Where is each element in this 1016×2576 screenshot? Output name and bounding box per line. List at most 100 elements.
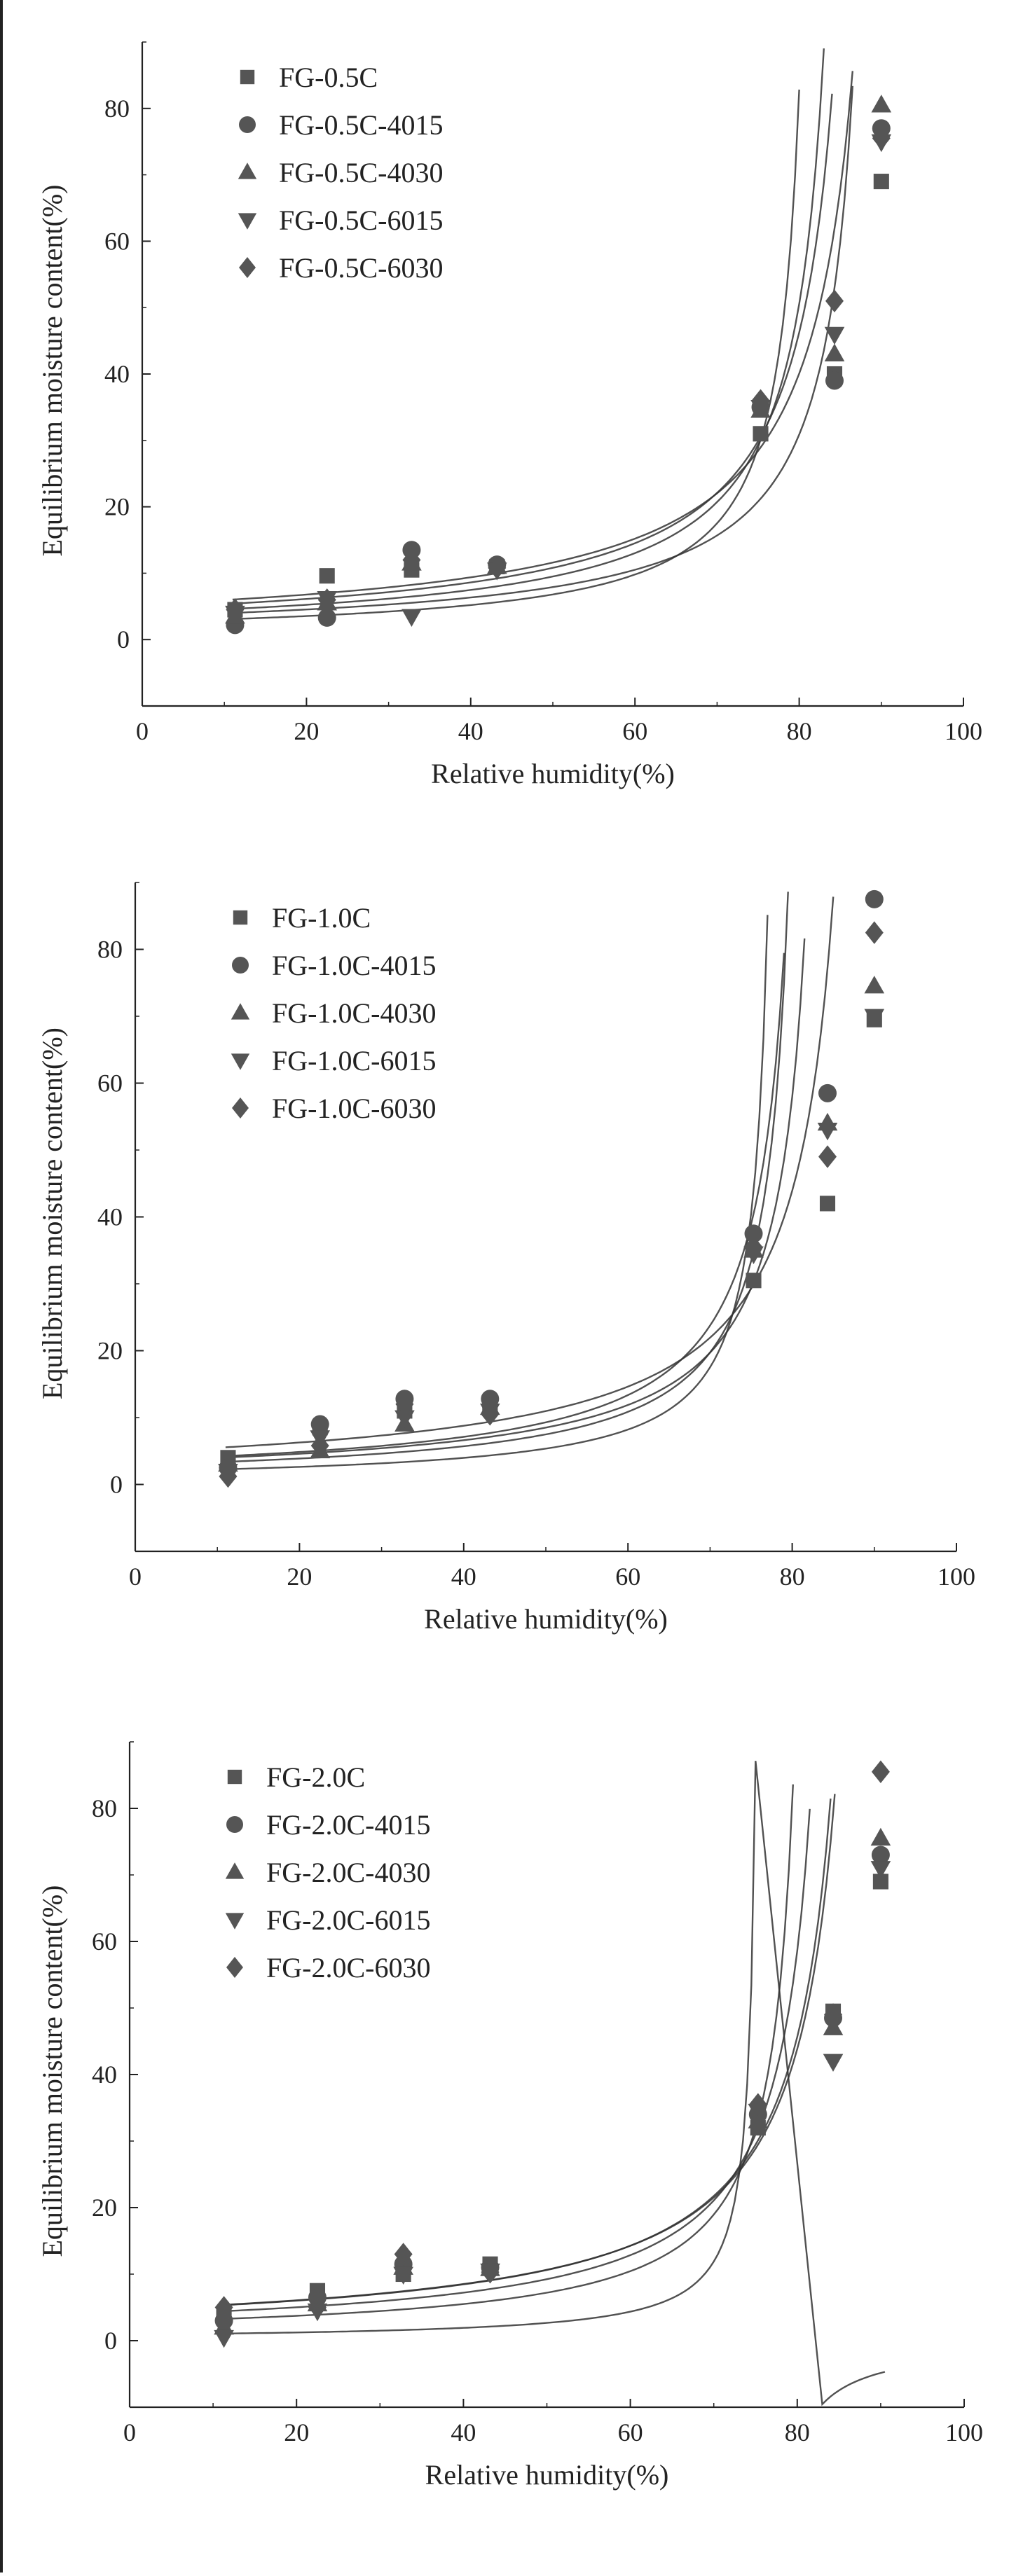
y-tick-label: 20: [104, 493, 130, 521]
y-tick-label: 60: [92, 1927, 117, 1955]
legend-label: FG-0.5C-6015: [279, 205, 443, 236]
x-tick-label: 40: [451, 1563, 476, 1591]
data-point-diamond: [310, 1434, 329, 1457]
data-point-diamond: [744, 1235, 763, 1259]
x-axis-title: Relative humidity(%): [431, 758, 675, 789]
data-point-diamond: [872, 127, 891, 150]
x-tick-label: 20: [294, 717, 319, 745]
legend-marker-square: [227, 1769, 242, 1785]
legend-label: FG-0.5C: [279, 62, 378, 93]
data-point-circle: [317, 608, 336, 627]
data-point-square: [873, 174, 889, 190]
data-point-circle: [871, 1846, 890, 1864]
data-point-triangle-up: [870, 1827, 891, 1846]
data-point-diamond: [481, 1402, 500, 1426]
x-tick-label: 60: [618, 2418, 643, 2446]
chart-panel-1: 0 20 40 60 80 100 0 20 40 60 80 Relative humidity(%…: [36, 41, 982, 789]
data-point-triangle-down: [823, 2054, 844, 2072]
data-point-diamond: [481, 2260, 500, 2284]
legend-marker-triangle-down: [231, 1053, 250, 1070]
legend-label: FG-0.5C-4015: [279, 109, 443, 141]
x-tick-label: 100: [938, 1563, 975, 1591]
data-point-diamond: [824, 2003, 843, 2026]
data-point-diamond: [402, 548, 421, 572]
x-tick-label: 40: [451, 2418, 476, 2446]
data-point-diamond: [488, 556, 507, 580]
legend-marker-diamond: [226, 1957, 243, 1978]
y-tick-label: 60: [104, 227, 130, 255]
data-point-diamond: [751, 389, 770, 413]
data-point-diamond: [308, 2296, 327, 2319]
x-tick-label: 80: [785, 2418, 810, 2446]
legend-marker-circle: [226, 1816, 243, 1833]
data-point-circle: [825, 371, 844, 390]
data-point-square: [872, 1874, 888, 1890]
data-point-triangle-down: [824, 326, 845, 345]
data-point-diamond: [871, 1760, 890, 1783]
x-tick-label: 40: [458, 717, 483, 745]
legend-label: FG-1.0C: [272, 902, 371, 934]
data-point-triangle-down: [864, 1009, 885, 1027]
data-point-diamond: [748, 2093, 767, 2116]
data-point-circle: [744, 1224, 763, 1243]
data-point-square: [746, 1273, 762, 1289]
data-point-diamond: [214, 2296, 233, 2319]
y-tick-label: 60: [97, 1069, 123, 1097]
y-tick-label: 20: [92, 2194, 117, 2222]
y-tick-label: 40: [97, 1203, 123, 1231]
data-point-diamond: [818, 1145, 837, 1168]
legend-label: FG-2.0C-6030: [266, 1952, 430, 1983]
data-point-triangle-up: [823, 2017, 844, 2035]
legend-marker-triangle-up: [238, 162, 257, 179]
legend-marker-diamond: [232, 1097, 249, 1119]
data-point-circle: [310, 1415, 329, 1434]
data-point-diamond: [395, 1392, 414, 1416]
fit-curve-4: [221, 1761, 886, 2407]
y-tick-label: 80: [97, 936, 123, 964]
y-tick-label: 80: [104, 95, 130, 123]
x-tick-label: 60: [622, 717, 647, 745]
data-point-triangle-down: [817, 1122, 838, 1141]
x-tick-label: 80: [780, 1563, 805, 1591]
data-point-diamond: [317, 588, 336, 611]
legend-label: FG-1.0C-6030: [272, 1093, 436, 1124]
y-tick-label: 0: [117, 625, 130, 653]
y-axis-title: Equilibrium moisture content(%): [36, 185, 68, 557]
data-point-triangle-down: [401, 609, 422, 627]
data-point-triangle-down: [214, 2329, 234, 2348]
fit-curve-4: [232, 85, 853, 614]
y-axis-title: Equilibrium moisture content(%): [36, 1027, 68, 1399]
legend-marker-square: [233, 910, 248, 925]
legend-marker-triangle-up: [225, 1862, 245, 1879]
legend-label: FG-1.0C-6015: [272, 1045, 436, 1076]
data-point-triangle-down: [870, 1861, 891, 1879]
data-point-diamond: [394, 2243, 413, 2266]
chart-panel-2: 0 20 40 60 80 100 0 20 40 60 80 Relative humidity(%…: [36, 882, 975, 1635]
x-tick-label: 0: [129, 1563, 142, 1591]
data-point-triangle-up: [864, 976, 885, 994]
y-tick-label: 80: [92, 1794, 117, 1822]
data-point-diamond: [865, 921, 884, 944]
legend-marker-square: [240, 69, 255, 85]
legend-label: FG-2.0C-6015: [266, 1904, 430, 1936]
x-tick-label: 20: [284, 2418, 309, 2446]
legend-label: FG-0.5C-4030: [279, 157, 443, 188]
legend-marker-circle: [232, 957, 249, 974]
x-tick-label: 60: [615, 1563, 640, 1591]
fit-curve-5: [225, 915, 769, 1470]
x-tick-label: 100: [945, 717, 982, 745]
data-point-square: [819, 1196, 836, 1212]
x-tick-label: 100: [945, 2418, 983, 2446]
data-point-circle: [818, 1083, 837, 1102]
data-point-triangle-down: [393, 2266, 413, 2285]
data-point-circle: [865, 889, 884, 908]
legend-marker-triangle-down: [238, 213, 257, 230]
x-tick-label: 20: [287, 1563, 312, 1591]
legend-label: FG-2.0C: [266, 1761, 365, 1793]
y-tick-label: 0: [104, 2327, 117, 2355]
left-border-line: [0, 0, 3, 2572]
x-tick-label: 0: [136, 717, 149, 745]
legend-marker-diamond: [239, 257, 256, 278]
